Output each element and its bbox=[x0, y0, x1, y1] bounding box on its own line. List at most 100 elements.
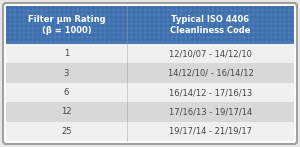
Circle shape bbox=[65, 38, 68, 41]
Circle shape bbox=[83, 38, 86, 41]
Circle shape bbox=[146, 20, 149, 23]
Circle shape bbox=[119, 38, 122, 41]
Circle shape bbox=[272, 7, 275, 9]
Circle shape bbox=[160, 7, 162, 9]
Circle shape bbox=[200, 38, 203, 41]
Circle shape bbox=[34, 20, 36, 23]
Circle shape bbox=[245, 38, 248, 41]
Circle shape bbox=[11, 16, 14, 18]
Circle shape bbox=[155, 25, 158, 27]
Circle shape bbox=[191, 16, 194, 18]
Circle shape bbox=[124, 29, 126, 32]
Circle shape bbox=[178, 34, 180, 36]
Circle shape bbox=[205, 38, 207, 41]
Circle shape bbox=[241, 34, 243, 36]
Circle shape bbox=[277, 20, 279, 23]
FancyBboxPatch shape bbox=[3, 3, 297, 144]
Circle shape bbox=[133, 20, 135, 23]
Circle shape bbox=[128, 34, 131, 36]
Circle shape bbox=[236, 20, 239, 23]
Circle shape bbox=[124, 11, 126, 14]
Circle shape bbox=[160, 34, 162, 36]
Circle shape bbox=[290, 34, 293, 36]
Circle shape bbox=[259, 38, 261, 41]
Circle shape bbox=[191, 7, 194, 9]
Circle shape bbox=[268, 34, 270, 36]
Circle shape bbox=[232, 25, 234, 27]
Circle shape bbox=[146, 16, 149, 18]
Circle shape bbox=[110, 11, 113, 14]
Circle shape bbox=[38, 34, 41, 36]
Circle shape bbox=[182, 29, 185, 32]
Circle shape bbox=[164, 16, 167, 18]
Circle shape bbox=[83, 34, 86, 36]
Circle shape bbox=[241, 7, 243, 9]
Circle shape bbox=[218, 11, 221, 14]
Circle shape bbox=[38, 29, 41, 32]
Circle shape bbox=[200, 29, 203, 32]
Circle shape bbox=[110, 7, 113, 9]
Circle shape bbox=[88, 38, 90, 41]
Circle shape bbox=[47, 29, 50, 32]
Circle shape bbox=[83, 16, 86, 18]
Circle shape bbox=[29, 38, 32, 41]
Circle shape bbox=[47, 34, 50, 36]
Circle shape bbox=[254, 16, 257, 18]
Circle shape bbox=[65, 20, 68, 23]
Circle shape bbox=[47, 20, 50, 23]
Circle shape bbox=[268, 29, 270, 32]
Circle shape bbox=[142, 34, 144, 36]
Circle shape bbox=[178, 11, 180, 14]
Circle shape bbox=[164, 38, 167, 41]
Circle shape bbox=[160, 29, 162, 32]
Circle shape bbox=[115, 16, 117, 18]
Circle shape bbox=[272, 16, 275, 18]
Circle shape bbox=[92, 7, 95, 9]
Circle shape bbox=[160, 16, 162, 18]
Circle shape bbox=[52, 20, 54, 23]
Circle shape bbox=[97, 38, 99, 41]
Circle shape bbox=[124, 25, 126, 27]
Circle shape bbox=[79, 34, 81, 36]
Circle shape bbox=[182, 16, 185, 18]
Circle shape bbox=[25, 20, 27, 23]
Circle shape bbox=[164, 29, 167, 32]
Circle shape bbox=[254, 7, 257, 9]
Circle shape bbox=[268, 16, 270, 18]
Circle shape bbox=[209, 7, 212, 9]
Circle shape bbox=[124, 7, 126, 9]
Circle shape bbox=[34, 29, 36, 32]
Circle shape bbox=[164, 25, 167, 27]
Circle shape bbox=[61, 20, 63, 23]
Circle shape bbox=[218, 20, 221, 23]
Circle shape bbox=[164, 20, 167, 23]
Circle shape bbox=[146, 38, 149, 41]
Text: Filter μm Rating
(β = 1000): Filter μm Rating (β = 1000) bbox=[28, 15, 105, 35]
Circle shape bbox=[115, 34, 117, 36]
Circle shape bbox=[196, 34, 198, 36]
Circle shape bbox=[286, 11, 288, 14]
Circle shape bbox=[218, 29, 221, 32]
Text: 3: 3 bbox=[64, 69, 69, 78]
Circle shape bbox=[245, 29, 248, 32]
Circle shape bbox=[115, 7, 117, 9]
Circle shape bbox=[241, 20, 243, 23]
Circle shape bbox=[119, 34, 122, 36]
Circle shape bbox=[52, 16, 54, 18]
Circle shape bbox=[74, 16, 77, 18]
Circle shape bbox=[110, 25, 113, 27]
Circle shape bbox=[205, 16, 207, 18]
Circle shape bbox=[187, 34, 189, 36]
Circle shape bbox=[236, 11, 239, 14]
Circle shape bbox=[56, 7, 59, 9]
Circle shape bbox=[20, 7, 23, 9]
Circle shape bbox=[290, 20, 293, 23]
Circle shape bbox=[173, 25, 176, 27]
Circle shape bbox=[101, 20, 104, 23]
Circle shape bbox=[182, 25, 185, 27]
Circle shape bbox=[43, 29, 45, 32]
Circle shape bbox=[65, 16, 68, 18]
Circle shape bbox=[16, 25, 18, 27]
Circle shape bbox=[61, 25, 63, 27]
Circle shape bbox=[263, 20, 266, 23]
